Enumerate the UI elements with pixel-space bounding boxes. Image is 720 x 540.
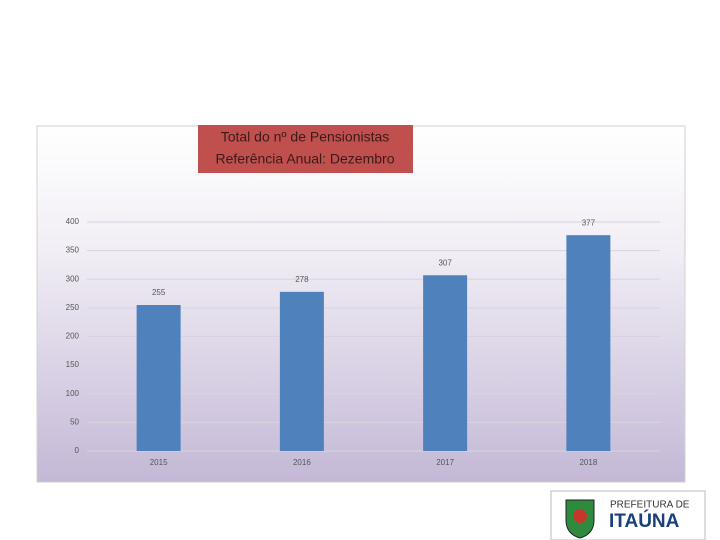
data-label: 278 [295,275,309,284]
logo-line2: ITAÚNA [609,510,680,532]
x-tick-label: 2018 [579,458,597,467]
logo-emblem-center [573,509,587,523]
y-tick-label: 250 [66,303,80,312]
logo-line1: PREFEITURA DE [610,500,690,511]
data-label: 255 [152,288,166,297]
y-tick-label: 0 [75,446,80,455]
y-tick-label: 300 [66,274,80,283]
bar [566,235,611,451]
data-label: 307 [438,258,452,267]
x-tick-label: 2017 [436,458,454,467]
x-tick-label: 2015 [150,458,168,467]
y-tick-label: 350 [66,246,80,255]
data-label: 377 [582,218,596,227]
title-box [198,125,413,173]
y-tick-label: 100 [66,389,80,398]
x-tick-label: 2016 [293,458,311,467]
chart-title: Total do nº de Pensionistas [221,129,390,145]
logo: PREFEITURA DE ITAÚNA [550,490,706,540]
y-tick-label: 400 [66,217,80,226]
chart-subtitle: Referência Anual: Dezembro [216,151,395,167]
y-tick-label: 150 [66,360,80,369]
bar [136,305,181,451]
bar [423,275,468,451]
y-tick-label: 50 [70,417,79,426]
plot: 0 50 100 150 200 250 300 350 400 2015 255 2016 278 20… [66,217,660,467]
y-tick-label: 200 [66,332,80,341]
bar [279,291,324,451]
